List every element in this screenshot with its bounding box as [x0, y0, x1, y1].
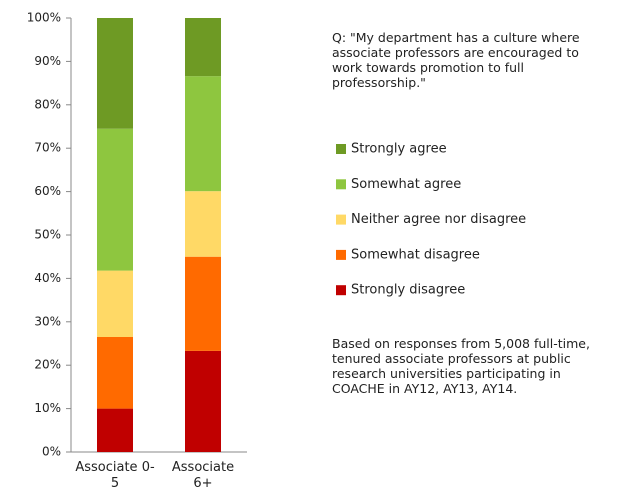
y-tick-label: 60% [34, 184, 61, 198]
legend-label: Neither agree nor disagree [351, 212, 526, 227]
x-tick-label: Associate 6+ [171, 460, 235, 491]
y-tick-label: 90% [34, 54, 61, 68]
y-tick-label: 10% [34, 401, 61, 415]
bar-segment [185, 350, 221, 452]
legend-swatch [336, 179, 346, 190]
legend-swatch [336, 285, 346, 296]
source-note: Based on responses from 5,008 full-time,… [332, 336, 590, 396]
bar-segment [97, 128, 133, 271]
legend-label: Strongly agree [351, 142, 447, 157]
y-tick-label: 0% [42, 445, 61, 459]
y-tick-label: 20% [34, 358, 61, 372]
bar-segment [185, 256, 221, 351]
legend-label: Somewhat disagree [351, 247, 480, 262]
bar-segment [97, 270, 133, 337]
question-note: Q: "My department has a culture where as… [332, 30, 580, 90]
bar-segment [97, 18, 133, 129]
y-tick-label: 40% [34, 271, 61, 285]
bar-segment [97, 408, 133, 452]
y-tick-label: 50% [34, 228, 61, 242]
legend-label: Somewhat agree [351, 177, 461, 192]
x-tick-label: Associate 0-5 [75, 460, 155, 491]
legend-swatch [336, 144, 346, 154]
bar-segment [185, 76, 221, 192]
y-tick-label: 70% [34, 141, 61, 155]
legend-label: Strongly disagree [351, 283, 465, 298]
bar-segment [185, 191, 221, 257]
y-tick-label: 100% [27, 11, 61, 25]
legend-swatch [336, 214, 346, 225]
bar-segment [97, 336, 133, 409]
y-tick-label: 80% [34, 97, 61, 111]
bar-segment [185, 18, 221, 77]
legend-swatch [336, 249, 346, 260]
y-tick-label: 30% [34, 314, 61, 328]
